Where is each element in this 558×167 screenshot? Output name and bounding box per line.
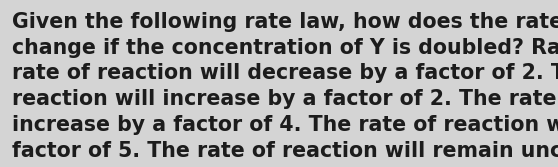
Text: rate of reaction will decrease by a factor of 2. The rate of: rate of reaction will decrease by a fact… [12, 63, 558, 84]
Text: change if the concentration of Y is doubled? Rate = k [X][Y]2 The: change if the concentration of Y is doub… [12, 38, 558, 58]
Text: reaction will increase by a factor of 2. The rate of reaction will: reaction will increase by a factor of 2.… [12, 89, 558, 109]
Text: increase by a factor of 4. The rate of reaction will increase by a: increase by a factor of 4. The rate of r… [12, 115, 558, 135]
Text: factor of 5. The rate of reaction will remain unchanged.: factor of 5. The rate of reaction will r… [12, 141, 558, 161]
Text: Given the following rate law, how does the rate of reaction: Given the following rate law, how does t… [12, 12, 558, 32]
